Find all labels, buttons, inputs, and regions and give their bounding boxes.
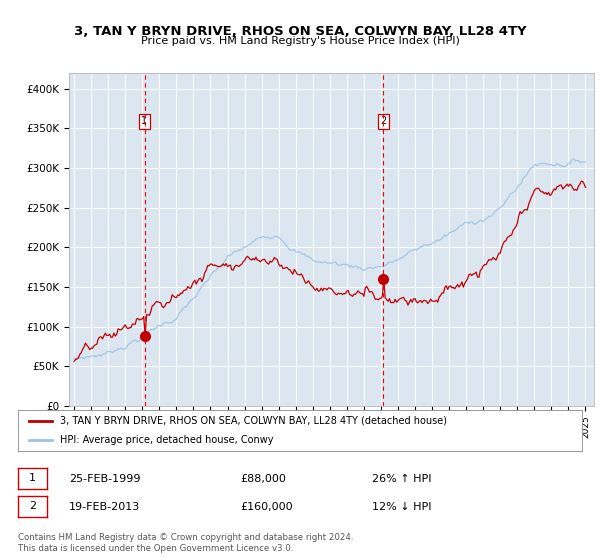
Text: 1: 1 <box>142 116 148 126</box>
Text: 26% ↑ HPI: 26% ↑ HPI <box>372 474 431 484</box>
Text: 1: 1 <box>29 473 36 483</box>
Text: 2: 2 <box>29 501 36 511</box>
Text: HPI: Average price, detached house, Conwy: HPI: Average price, detached house, Conw… <box>60 435 274 445</box>
Text: 12% ↓ HPI: 12% ↓ HPI <box>372 502 431 512</box>
Text: £160,000: £160,000 <box>240 502 293 512</box>
Text: 19-FEB-2013: 19-FEB-2013 <box>69 502 140 512</box>
Text: Price paid vs. HM Land Registry's House Price Index (HPI): Price paid vs. HM Land Registry's House … <box>140 36 460 46</box>
Text: 25-FEB-1999: 25-FEB-1999 <box>69 474 140 484</box>
Text: Contains HM Land Registry data © Crown copyright and database right 2024.
This d: Contains HM Land Registry data © Crown c… <box>18 533 353 553</box>
Text: £88,000: £88,000 <box>240 474 286 484</box>
Text: 2: 2 <box>380 116 386 126</box>
Text: 3, TAN Y BRYN DRIVE, RHOS ON SEA, COLWYN BAY, LL28 4TY (detached house): 3, TAN Y BRYN DRIVE, RHOS ON SEA, COLWYN… <box>60 416 448 426</box>
Text: 3, TAN Y BRYN DRIVE, RHOS ON SEA, COLWYN BAY, LL28 4TY: 3, TAN Y BRYN DRIVE, RHOS ON SEA, COLWYN… <box>74 25 526 38</box>
